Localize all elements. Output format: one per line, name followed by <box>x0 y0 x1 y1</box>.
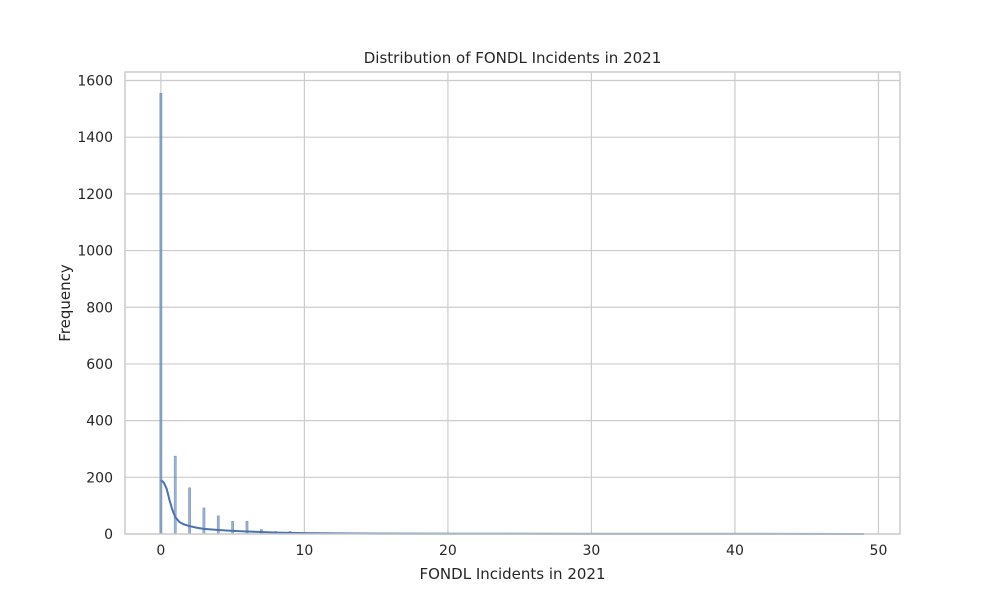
y-tick-label: 1000 <box>77 244 113 260</box>
y-axis-label: Frequency <box>56 264 74 342</box>
histogram-bar <box>231 520 234 535</box>
grid-lines <box>125 72 900 535</box>
y-tick-label: 0 <box>104 527 113 543</box>
y-tick-labels: 0 200 400 600 800 1000 1200 1400 1600 <box>77 74 113 543</box>
y-tick-label: 200 <box>86 470 113 486</box>
x-axis-label: FONDL Incidents in 2021 <box>419 565 605 583</box>
histogram-bar <box>159 93 163 535</box>
histogram-bar <box>173 455 177 535</box>
x-tick-label: 50 <box>870 543 888 559</box>
y-tick-label: 1400 <box>77 130 113 146</box>
kde-curve-layer <box>160 479 865 535</box>
y-tick-label: 600 <box>86 357 113 373</box>
plot-area-frame <box>124 71 901 535</box>
x-tick-label: 30 <box>583 543 601 559</box>
x-tick-labels: 0 10 20 30 40 50 <box>156 543 887 559</box>
x-tick-label: 40 <box>726 543 744 559</box>
histogram-bar <box>216 515 220 535</box>
kde-curve <box>160 479 865 535</box>
y-tick-label: 800 <box>86 300 113 316</box>
y-tick-label: 1600 <box>77 74 113 90</box>
histogram-bar <box>202 507 206 535</box>
chart-title: Distribution of FONDL Incidents in 2021 <box>364 49 662 67</box>
y-tick-label: 400 <box>86 414 113 430</box>
y-tick-label: 1200 <box>77 187 113 203</box>
x-tick-label: 0 <box>156 543 165 559</box>
x-tick-label: 10 <box>295 543 313 559</box>
histogram-bars <box>159 93 866 535</box>
x-tick-label: 20 <box>439 543 457 559</box>
